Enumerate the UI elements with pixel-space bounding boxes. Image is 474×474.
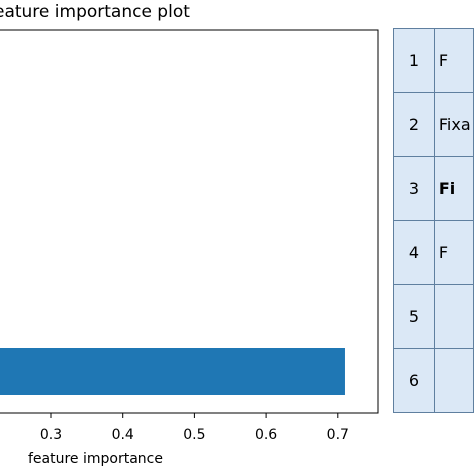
row-number: 4 (393, 220, 435, 285)
feature-name: Fi (433, 156, 474, 221)
x-tick-label: 0.5 (183, 427, 205, 443)
table-row: 6 (393, 348, 474, 413)
feature-name: F (433, 28, 474, 93)
table-row: 3 Fi (393, 156, 474, 221)
x-tick-label: 0.7 (327, 427, 349, 443)
x-tick-label: 0.3 (40, 427, 62, 443)
row-number: 1 (393, 28, 435, 93)
feature-name (433, 284, 474, 349)
feature-name: Fixa (433, 92, 474, 157)
axes-frame (0, 29, 379, 414)
feature-table: 1 F 2 Fixa 3 Fi 4 F 5 6 (393, 28, 474, 413)
row-number: 3 (393, 156, 435, 221)
feature-name: F (433, 220, 474, 285)
row-number: 5 (393, 284, 435, 349)
x-tick-label: 0.4 (112, 427, 134, 443)
table-row: 2 Fixa (393, 92, 474, 157)
row-number: 6 (393, 348, 435, 413)
x-tick-label: 0.6 (255, 427, 277, 443)
x-axis-label: feature importance (28, 451, 163, 467)
table-row: 5 (393, 284, 474, 349)
bar-6 (0, 348, 345, 395)
row-number: 2 (393, 92, 435, 157)
chart-title: feature importance plot (0, 2, 190, 22)
feature-name (433, 348, 474, 413)
